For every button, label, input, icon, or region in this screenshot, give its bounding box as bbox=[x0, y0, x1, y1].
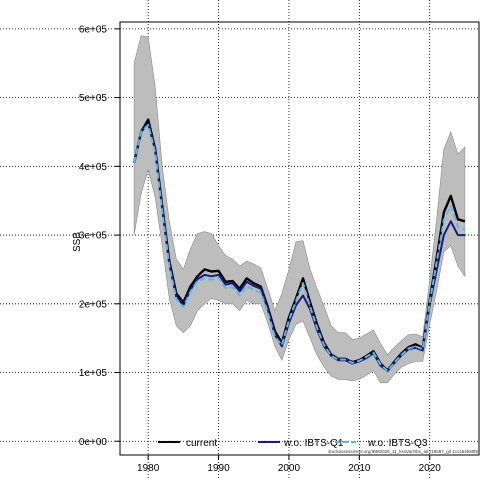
y-tick-label-3: 3e+05 bbox=[79, 231, 108, 242]
footnote: stockassessment.org/IBM2026_11_kssVarObs… bbox=[328, 449, 478, 454]
legend-label-current: current bbox=[186, 438, 217, 449]
y-axis: 0e+00 1e+05 2e+05 3e+05 4e+05 5e+05 6e+05 bbox=[79, 24, 120, 448]
legend-label-wo-ibts-q1: w.o. IBTS-Q1 bbox=[283, 438, 344, 449]
y-tick-label-4: 4e+05 bbox=[79, 162, 108, 173]
x-tick-label-1: 1990 bbox=[207, 463, 230, 474]
y-tick-label-1: 1e+05 bbox=[79, 368, 108, 379]
series-line-w-o-ibts-q3 bbox=[133, 124, 466, 373]
x-tick-label-0: 1980 bbox=[137, 463, 160, 474]
series-lines bbox=[132, 118, 466, 373]
confidence-band bbox=[133, 35, 466, 384]
x-tick-label-4: 2020 bbox=[419, 463, 442, 474]
x-axis: 1980 1990 2000 2010 2020 bbox=[137, 455, 441, 474]
plot-frame bbox=[119, 21, 480, 456]
y-tick-label-5: 5e+05 bbox=[79, 93, 108, 104]
legend: current w.o. IBTS-Q1 w.o. IBTS-Q3 bbox=[158, 438, 428, 449]
y-axis-label: SSB bbox=[72, 232, 83, 252]
legend-label-wo-ibts-q3: w.o. IBTS-Q3 bbox=[367, 438, 428, 449]
y-tick-label-6: 6e+05 bbox=[79, 24, 108, 35]
x-tick-label-2: 2000 bbox=[278, 463, 301, 474]
y-tick-label-2: 2e+05 bbox=[79, 299, 108, 310]
series-line-current bbox=[132, 118, 466, 372]
x-tick-label-3: 2010 bbox=[348, 463, 371, 474]
y-tick-label-0: 0e+00 bbox=[79, 437, 108, 448]
